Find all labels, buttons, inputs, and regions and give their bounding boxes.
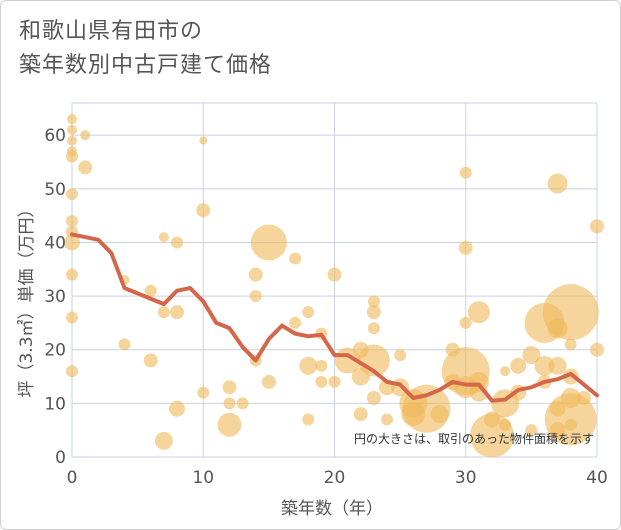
y-axis-title: 坪（3.3㎡）単価（万円） bbox=[17, 200, 37, 397]
bubble-point bbox=[315, 359, 328, 372]
bubble-point bbox=[302, 306, 315, 319]
bubble-point bbox=[510, 357, 527, 374]
bubble-point bbox=[367, 295, 380, 308]
bubble-point bbox=[169, 400, 185, 417]
x-tick-label: 10 bbox=[192, 468, 214, 488]
bubble-point bbox=[222, 380, 237, 395]
bubble-point bbox=[590, 342, 604, 357]
x-tick-label: 30 bbox=[455, 468, 477, 488]
chart-title: 和歌山県有田市の 築年数別中古戸建て価格 bbox=[19, 15, 272, 83]
bubble-point bbox=[223, 397, 236, 410]
bubble-point bbox=[236, 397, 249, 410]
bubble-point bbox=[199, 136, 208, 145]
bubble-point bbox=[522, 346, 541, 365]
bubble-point bbox=[590, 219, 604, 234]
bubble-point bbox=[289, 252, 302, 265]
bubble-point bbox=[261, 374, 276, 389]
bubble-point bbox=[67, 124, 77, 135]
bubble-point bbox=[315, 375, 328, 388]
bubble-point bbox=[499, 418, 512, 431]
x-tick-label: 0 bbox=[67, 468, 78, 488]
bubble-point bbox=[302, 413, 315, 426]
bubble-point bbox=[157, 306, 170, 319]
bubble-point bbox=[534, 355, 555, 376]
y-tick-label: 50 bbox=[44, 180, 66, 200]
bubble-point bbox=[328, 375, 341, 388]
bubble-point bbox=[66, 215, 78, 227]
bubble-point bbox=[327, 267, 342, 282]
trend-line bbox=[70, 232, 599, 403]
y-tick-label: 10 bbox=[44, 394, 66, 414]
bubble-point bbox=[144, 284, 157, 297]
bubble-point bbox=[250, 224, 287, 261]
title-line-2: 築年数別中古戸建て価格 bbox=[19, 53, 273, 78]
bubble-point bbox=[196, 203, 211, 218]
bubble-point bbox=[80, 130, 91, 141]
bubble-point bbox=[289, 316, 302, 329]
bubble-point bbox=[143, 353, 158, 368]
bubble-point bbox=[248, 267, 263, 282]
bubble-point bbox=[64, 234, 80, 251]
bubble-point bbox=[430, 405, 449, 424]
bubble-point bbox=[158, 232, 169, 243]
bubble-point bbox=[467, 301, 490, 324]
bubble-point bbox=[299, 356, 318, 375]
bubble-point bbox=[67, 114, 77, 125]
title-line-1: 和歌山県有田市の bbox=[19, 19, 204, 44]
bubble-point bbox=[249, 290, 262, 303]
bubble-point bbox=[459, 316, 472, 329]
bubble-point bbox=[217, 412, 242, 437]
y-tick-label: 60 bbox=[44, 126, 66, 146]
x-axis-title: 築年数（年） bbox=[281, 499, 383, 519]
bubble-point bbox=[171, 236, 183, 249]
x-tick-label: 20 bbox=[324, 468, 346, 488]
bubble-point bbox=[66, 268, 78, 281]
bubble-point bbox=[66, 188, 78, 201]
bubble-point bbox=[458, 240, 473, 255]
tick-labels: 0 10 20 30 40 0 10 20 30 40 50 60 bbox=[44, 126, 607, 488]
bubble-point bbox=[459, 166, 472, 179]
bubble-point bbox=[381, 413, 393, 426]
bubble-point bbox=[367, 322, 380, 335]
x-tick-label: 40 bbox=[586, 468, 608, 488]
y-tick-label: 40 bbox=[44, 233, 66, 253]
bubble-point bbox=[67, 135, 77, 146]
bubble-point bbox=[562, 368, 579, 385]
y-tick-label: 20 bbox=[44, 341, 66, 361]
bubble-point bbox=[525, 424, 538, 437]
bubble-point bbox=[548, 356, 567, 375]
grid-lines bbox=[71, 102, 598, 458]
bubble-point bbox=[564, 418, 577, 431]
bubble-point bbox=[564, 338, 577, 351]
bubble-point bbox=[197, 386, 210, 399]
bubble-point bbox=[154, 431, 173, 450]
trend-series bbox=[70, 232, 599, 403]
bubble-point bbox=[576, 391, 591, 405]
bubble-point bbox=[394, 349, 407, 362]
bubble-point bbox=[66, 365, 78, 378]
bubble-point bbox=[66, 311, 78, 324]
bubble-point bbox=[542, 284, 599, 341]
y-tick-label: 30 bbox=[44, 287, 66, 307]
bubble-point bbox=[353, 407, 368, 422]
bubble-point bbox=[118, 338, 131, 351]
bubble-point bbox=[366, 305, 381, 320]
bubble-point bbox=[66, 150, 78, 163]
bubble-point bbox=[547, 173, 568, 194]
bubble-point bbox=[500, 366, 511, 377]
y-tick-label: 0 bbox=[55, 448, 66, 468]
bubble-point bbox=[78, 160, 93, 175]
bubble-point bbox=[366, 391, 381, 405]
size-note: 円の大きさは、取引のあった物件面積を示す bbox=[354, 431, 594, 446]
bubble-point bbox=[170, 305, 184, 320]
